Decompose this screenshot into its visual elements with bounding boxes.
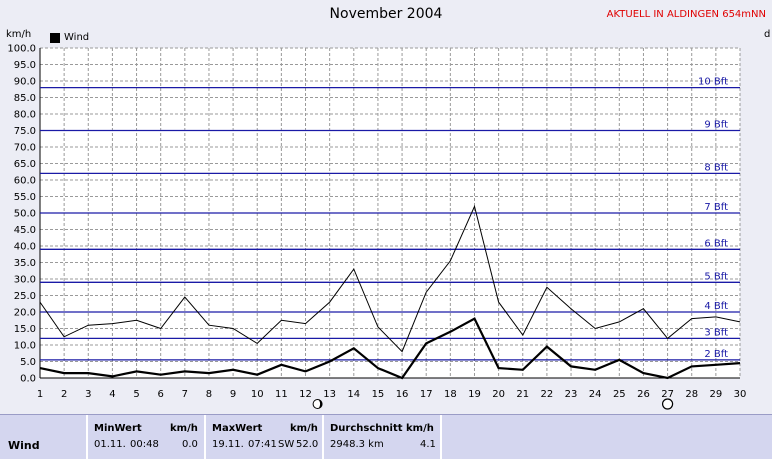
separator <box>322 415 324 459</box>
chart-area: 0.0 5.0 10.0 15.0 20.0 25.0 30.0 35.0 40.0 45.0 50… <box>7 44 747 410</box>
legend: Wind <box>50 32 89 43</box>
avg-header: Durchschnitt <box>330 423 403 434</box>
x-tick-label: 16 <box>396 389 409 400</box>
beaufort-label: 6 Bft <box>704 238 728 249</box>
x-tick-label: 12 <box>299 389 312 400</box>
min-time: 00:48 <box>130 439 159 450</box>
avg-unit: km/h <box>406 423 434 434</box>
y-tick-label: 10.0 <box>14 341 36 352</box>
separator <box>440 415 442 459</box>
y-tick-label: 45.0 <box>14 225 36 236</box>
x-tick-label: 11 <box>275 389 288 400</box>
max-header: MaxWert <box>212 423 263 434</box>
beaufort-label: 7 Bft <box>704 202 728 213</box>
series-line-wind <box>39 317 741 380</box>
new-moon-shade <box>317 399 323 409</box>
x-tick-label: 15 <box>372 389 385 400</box>
y-tick-label: 20.0 <box>14 308 36 319</box>
x-tick-label: 24 <box>589 389 602 400</box>
y-tick-label: 15.0 <box>14 324 36 335</box>
x-tick-label: 28 <box>685 389 698 400</box>
x-tick-label: 2 <box>61 389 67 400</box>
y-tick-label: 35.0 <box>14 258 36 269</box>
y-tick-label: 90.0 <box>14 77 36 88</box>
full-moon-marker <box>661 398 674 410</box>
x-tick-label: 4 <box>109 389 115 400</box>
y-tick-label: 5.0 <box>20 357 36 368</box>
x-tick-label: 10 <box>251 389 264 400</box>
y-tick-label: 75.0 <box>14 126 36 137</box>
y-tick-label: 65.0 <box>14 159 36 170</box>
y-tick-label: 85.0 <box>14 93 36 104</box>
y-tick-label: 70.0 <box>14 143 36 154</box>
x-tick-label: 7 <box>182 389 188 400</box>
x-tick-label: 8 <box>206 389 212 400</box>
x-tick-label: 3 <box>85 389 91 400</box>
x-tick-label: 14 <box>347 389 360 400</box>
avg-cell: Durchschnitt km/h 2948.3 km 4.1 <box>324 415 440 459</box>
x-tick-label: 27 <box>661 389 674 400</box>
beaufort-label: 8 Bft <box>704 162 728 173</box>
beaufort-label: 10 Bft <box>698 77 728 88</box>
max-direction: SW <box>278 439 295 450</box>
max-time: 07:41 <box>248 439 277 450</box>
x-tick-label: 9 <box>230 389 236 400</box>
legend-label: Wind <box>64 32 90 43</box>
x-tick-label: 13 <box>323 389 336 400</box>
avg-value: 4.1 <box>420 439 436 450</box>
x-tick-label: 19 <box>468 389 481 400</box>
row-label: Wind <box>8 439 40 452</box>
x-tick-label: 25 <box>613 389 626 400</box>
x-tick-label: 20 <box>492 389 505 400</box>
beaufort-label: 5 Bft <box>704 271 728 282</box>
y-tick-label: 30.0 <box>14 275 36 286</box>
max-value: 52.0 <box>296 439 319 450</box>
x-tick-label: 18 <box>444 389 457 400</box>
x-tick-label: 17 <box>420 389 433 400</box>
right-axis-unit: d <box>764 29 771 40</box>
y-tick-label: 55.0 <box>14 192 36 203</box>
series-line-gust <box>39 204 741 353</box>
x-tick-label: 6 <box>158 389 164 400</box>
y-tick-label: 100.0 <box>7 44 36 55</box>
max-unit: km/h <box>290 423 318 434</box>
station-label: AKTUELL IN ALDINGEN 654mNN <box>606 9 766 20</box>
y-tick-label: 50.0 <box>14 209 36 220</box>
y-tick-label: 60.0 <box>14 176 36 187</box>
min-cell: MinWert km/h 01.11. 00:48 0.0 <box>88 415 204 459</box>
separator <box>86 415 88 459</box>
avg-distance: 2948.3 km <box>330 439 384 450</box>
min-header: MinWert <box>94 423 142 434</box>
y-tick-label: 0.0 <box>20 374 36 385</box>
y-tick-label: 40.0 <box>14 242 36 253</box>
separator <box>204 415 206 459</box>
max-date: 19.11. <box>212 439 244 450</box>
beaufort-label: 2 Bft <box>704 349 728 360</box>
min-date: 01.11. <box>94 439 126 450</box>
y-axis-unit: km/h <box>6 29 32 40</box>
chart-title: November 2004 <box>329 6 443 22</box>
x-tick-label: 23 <box>565 389 578 400</box>
stats-panel: Wind MinWert km/h 01.11. 00:48 0.0 MaxWe… <box>0 414 772 459</box>
beaufort-label: 3 Bft <box>704 327 728 338</box>
legend-swatch <box>50 32 60 43</box>
x-tick-label: 30 <box>734 389 747 400</box>
y-tick-label: 25.0 <box>14 291 36 302</box>
min-unit: km/h <box>170 423 198 434</box>
x-tick-label: 29 <box>709 389 722 400</box>
min-value: 0.0 <box>182 439 198 450</box>
y-tick-label: 80.0 <box>14 110 36 121</box>
max-cell: MaxWert km/h 19.11. 07:41 SW 52.0 <box>206 415 322 459</box>
x-tick-label: 26 <box>637 389 650 400</box>
beaufort-label: 4 Bft <box>704 301 728 312</box>
row-label-cell: Wind <box>0 415 86 459</box>
beaufort-label: 9 Bft <box>704 120 728 131</box>
y-tick-label: 95.0 <box>14 60 36 71</box>
x-tick-label: 21 <box>516 389 529 400</box>
x-tick-label: 1 <box>37 389 43 400</box>
x-tick-label: 5 <box>133 389 139 400</box>
x-tick-label: 22 <box>541 389 554 400</box>
